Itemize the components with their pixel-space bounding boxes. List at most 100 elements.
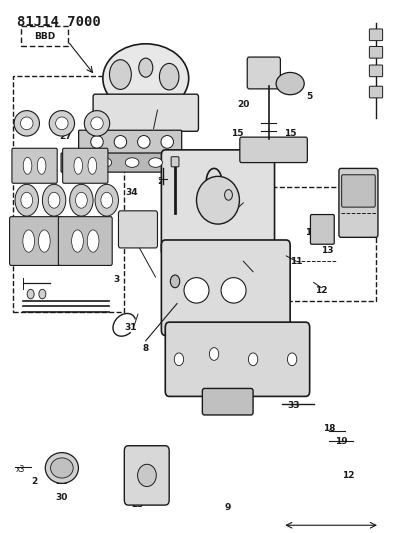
Text: x3: x3 <box>16 465 26 473</box>
Ellipse shape <box>221 278 246 303</box>
FancyBboxPatch shape <box>202 389 253 415</box>
Text: 23: 23 <box>132 499 144 508</box>
Ellipse shape <box>39 230 50 252</box>
Text: 5: 5 <box>307 92 313 101</box>
Text: 18: 18 <box>323 424 336 433</box>
Text: BBD: BBD <box>34 32 55 41</box>
Ellipse shape <box>196 176 239 224</box>
Circle shape <box>248 353 258 366</box>
FancyBboxPatch shape <box>61 153 172 172</box>
FancyBboxPatch shape <box>12 148 57 183</box>
FancyBboxPatch shape <box>369 65 383 77</box>
Text: 4: 4 <box>43 156 50 165</box>
Text: 19: 19 <box>334 437 347 446</box>
Ellipse shape <box>37 157 46 174</box>
FancyBboxPatch shape <box>93 94 198 131</box>
Text: 24: 24 <box>157 177 170 186</box>
Text: 12: 12 <box>315 286 328 295</box>
Bar <box>13 76 124 312</box>
Text: 25: 25 <box>346 214 359 223</box>
Text: 31: 31 <box>124 323 136 332</box>
Ellipse shape <box>125 158 139 167</box>
FancyBboxPatch shape <box>369 86 383 98</box>
Text: 27: 27 <box>59 132 72 141</box>
Text: 21: 21 <box>167 278 179 287</box>
Text: 8: 8 <box>143 344 149 353</box>
Text: 1: 1 <box>152 106 159 115</box>
FancyBboxPatch shape <box>79 130 182 154</box>
Ellipse shape <box>51 458 73 478</box>
Circle shape <box>95 184 118 216</box>
Text: 3: 3 <box>113 275 119 284</box>
FancyBboxPatch shape <box>162 150 275 256</box>
Circle shape <box>170 275 180 288</box>
FancyBboxPatch shape <box>342 175 375 207</box>
Text: 13: 13 <box>321 246 334 255</box>
Circle shape <box>21 192 33 208</box>
FancyBboxPatch shape <box>165 322 310 397</box>
Circle shape <box>75 192 87 208</box>
Ellipse shape <box>23 157 32 174</box>
FancyBboxPatch shape <box>247 57 280 89</box>
FancyBboxPatch shape <box>59 216 112 265</box>
FancyBboxPatch shape <box>62 148 108 183</box>
Ellipse shape <box>45 453 79 483</box>
FancyBboxPatch shape <box>339 168 378 237</box>
FancyBboxPatch shape <box>310 215 334 244</box>
Ellipse shape <box>14 111 39 136</box>
Text: 32: 32 <box>224 198 237 207</box>
Text: 22: 22 <box>56 477 68 486</box>
Text: 30: 30 <box>56 492 68 502</box>
Text: 11: 11 <box>290 257 302 265</box>
Ellipse shape <box>88 157 97 174</box>
Text: 26: 26 <box>132 230 144 239</box>
Ellipse shape <box>114 135 127 148</box>
Circle shape <box>48 192 60 208</box>
Text: 15: 15 <box>284 130 296 139</box>
Circle shape <box>15 184 39 216</box>
Text: 81J14 7000: 81J14 7000 <box>17 14 101 29</box>
Ellipse shape <box>91 117 103 130</box>
Text: 20: 20 <box>237 100 250 109</box>
Circle shape <box>39 289 46 299</box>
Text: 12: 12 <box>266 373 279 382</box>
Text: 28: 28 <box>52 114 64 123</box>
Circle shape <box>139 58 153 77</box>
Ellipse shape <box>184 278 209 303</box>
Circle shape <box>209 348 219 360</box>
Circle shape <box>174 353 184 366</box>
FancyBboxPatch shape <box>369 46 383 58</box>
Text: 34: 34 <box>126 188 138 197</box>
Text: 15: 15 <box>231 130 244 139</box>
Text: 16: 16 <box>237 151 250 160</box>
Ellipse shape <box>72 230 83 252</box>
Ellipse shape <box>20 117 33 130</box>
Bar <box>243 187 376 301</box>
Circle shape <box>160 63 179 90</box>
Circle shape <box>110 60 131 90</box>
Text: 12: 12 <box>342 471 355 480</box>
Ellipse shape <box>98 158 112 167</box>
FancyBboxPatch shape <box>369 29 383 41</box>
Circle shape <box>224 190 232 200</box>
Text: 6: 6 <box>258 241 264 250</box>
Ellipse shape <box>23 230 35 252</box>
FancyBboxPatch shape <box>162 240 290 335</box>
FancyBboxPatch shape <box>118 211 158 248</box>
FancyBboxPatch shape <box>9 216 63 265</box>
Ellipse shape <box>161 135 173 148</box>
Ellipse shape <box>87 230 99 252</box>
Text: 29: 29 <box>208 177 220 186</box>
Circle shape <box>27 289 34 299</box>
Ellipse shape <box>49 111 75 136</box>
Ellipse shape <box>138 464 156 487</box>
Text: 9: 9 <box>224 503 231 512</box>
Text: 17: 17 <box>294 148 306 157</box>
Ellipse shape <box>138 135 150 148</box>
Ellipse shape <box>56 117 68 130</box>
FancyBboxPatch shape <box>124 446 169 505</box>
Ellipse shape <box>91 135 103 148</box>
Text: 14: 14 <box>305 228 318 237</box>
Text: 7: 7 <box>260 268 266 276</box>
Ellipse shape <box>84 111 110 136</box>
